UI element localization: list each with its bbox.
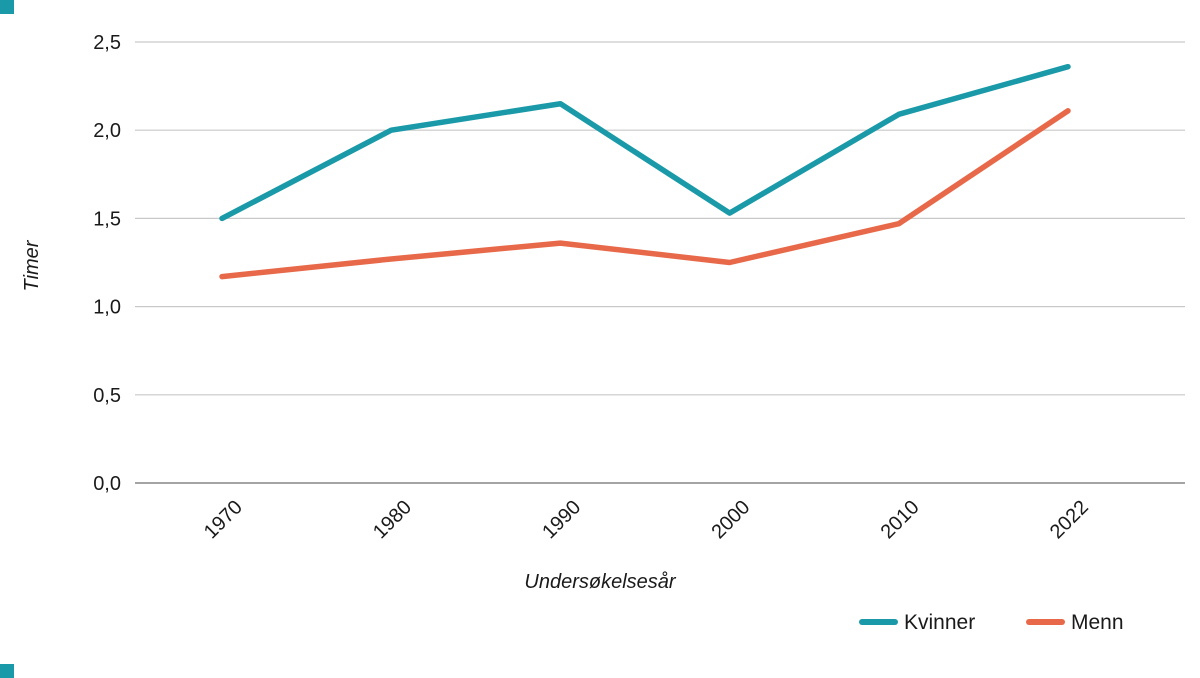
legend-label-menn: Menn <box>1071 611 1124 634</box>
corner-accent-top-left <box>0 0 14 14</box>
svg-text:2,0: 2,0 <box>93 120 121 142</box>
svg-text:2,5: 2,5 <box>93 32 121 54</box>
corner-accent-bottom-left <box>0 664 14 678</box>
svg-text:1,0: 1,0 <box>93 297 121 319</box>
legend-label-kvinner: Kvinner <box>904 611 975 634</box>
svg-text:2010: 2010 <box>877 496 924 543</box>
gridlines <box>135 41 1185 484</box>
svg-text:1980: 1980 <box>369 496 416 543</box>
svg-text:1970: 1970 <box>200 496 247 543</box>
svg-text:0,0: 0,0 <box>93 473 121 495</box>
y-axis-label: Timer <box>21 239 43 291</box>
legend: Kvinner Menn <box>859 611 1124 634</box>
svg-text:0,5: 0,5 <box>93 385 121 407</box>
series-lines <box>219 63 1071 280</box>
x-tick-labels: 1970 1980 1990 2000 2010 2022 <box>200 496 1093 543</box>
y-tick-labels: 0,0 0,5 1,0 1,5 2,0 2,5 <box>93 32 121 495</box>
svg-text:2000: 2000 <box>707 496 754 543</box>
svg-text:1990: 1990 <box>538 496 585 543</box>
svg-text:1,5: 1,5 <box>93 208 121 230</box>
svg-text:2022: 2022 <box>1046 496 1093 543</box>
x-axis-label: Undersøkelsesår <box>524 571 677 593</box>
